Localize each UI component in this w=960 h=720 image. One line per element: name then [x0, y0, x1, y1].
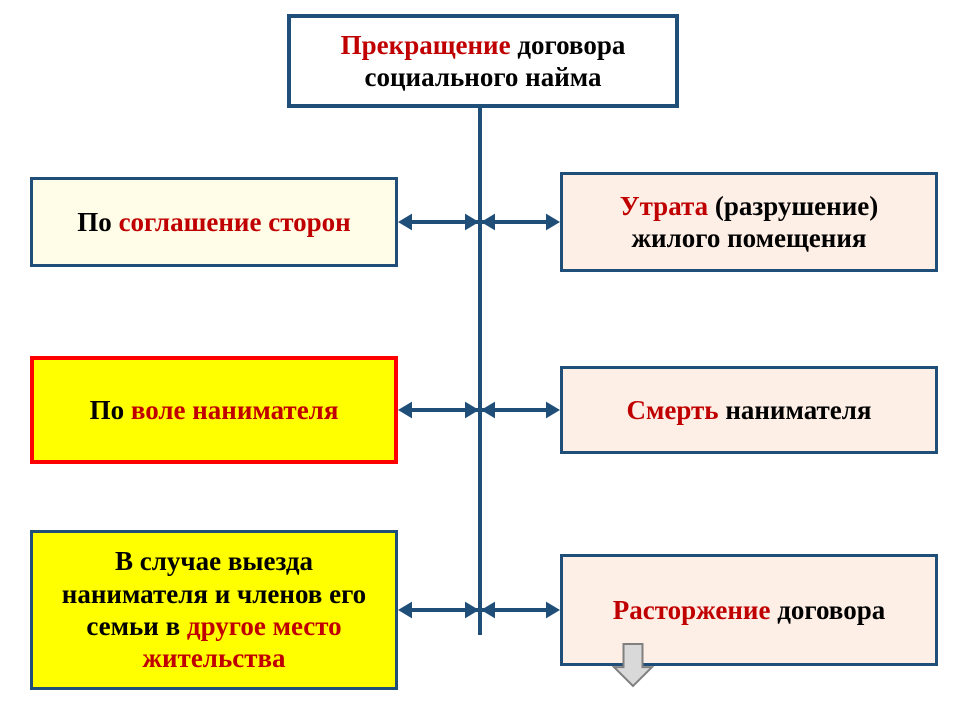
left-text-0-part-0: По	[77, 207, 118, 237]
left-text-1: По воле нанимателя	[90, 394, 339, 426]
right-box-0: Утрата (разрушение) жилого помещения	[560, 172, 938, 272]
left-text-0: По соглашение сторон	[77, 206, 350, 238]
title-text: Прекращение договора социального найма	[305, 29, 661, 94]
left-text-2: В случае выезда нанимателя и членов его …	[47, 545, 381, 675]
title-part1: Прекращение	[341, 30, 518, 60]
right-text-1: Смерть нанимателя	[626, 394, 871, 426]
right-text-2-part-0: Расторжение	[613, 595, 777, 625]
right-text-0-part-0: Утрата	[620, 191, 715, 221]
left-text-1-part-1: воле нанимателя	[131, 395, 339, 425]
left-box-1: По воле нанимателя	[30, 356, 398, 464]
right-text-1-part-0: Смерть	[626, 395, 725, 425]
left-box-2: В случае выезда нанимателя и членов его …	[30, 530, 398, 690]
right-text-0: Утрата (разрушение) жилого помещения	[577, 190, 921, 255]
right-box-1: Смерть нанимателя	[560, 366, 938, 454]
left-text-1-part-0: По	[90, 395, 131, 425]
right-box-2: Расторжение договора	[560, 554, 938, 666]
right-text-1-part-1: нанимателя	[725, 395, 871, 425]
right-text-2: Расторжение договора	[613, 594, 885, 626]
title-box: Прекращение договора социального найма	[287, 14, 679, 108]
right-text-2-part-1: договора	[777, 595, 885, 625]
left-text-0-part-1: соглашение сторон	[119, 207, 351, 237]
left-box-0: По соглашение сторон	[30, 177, 398, 267]
